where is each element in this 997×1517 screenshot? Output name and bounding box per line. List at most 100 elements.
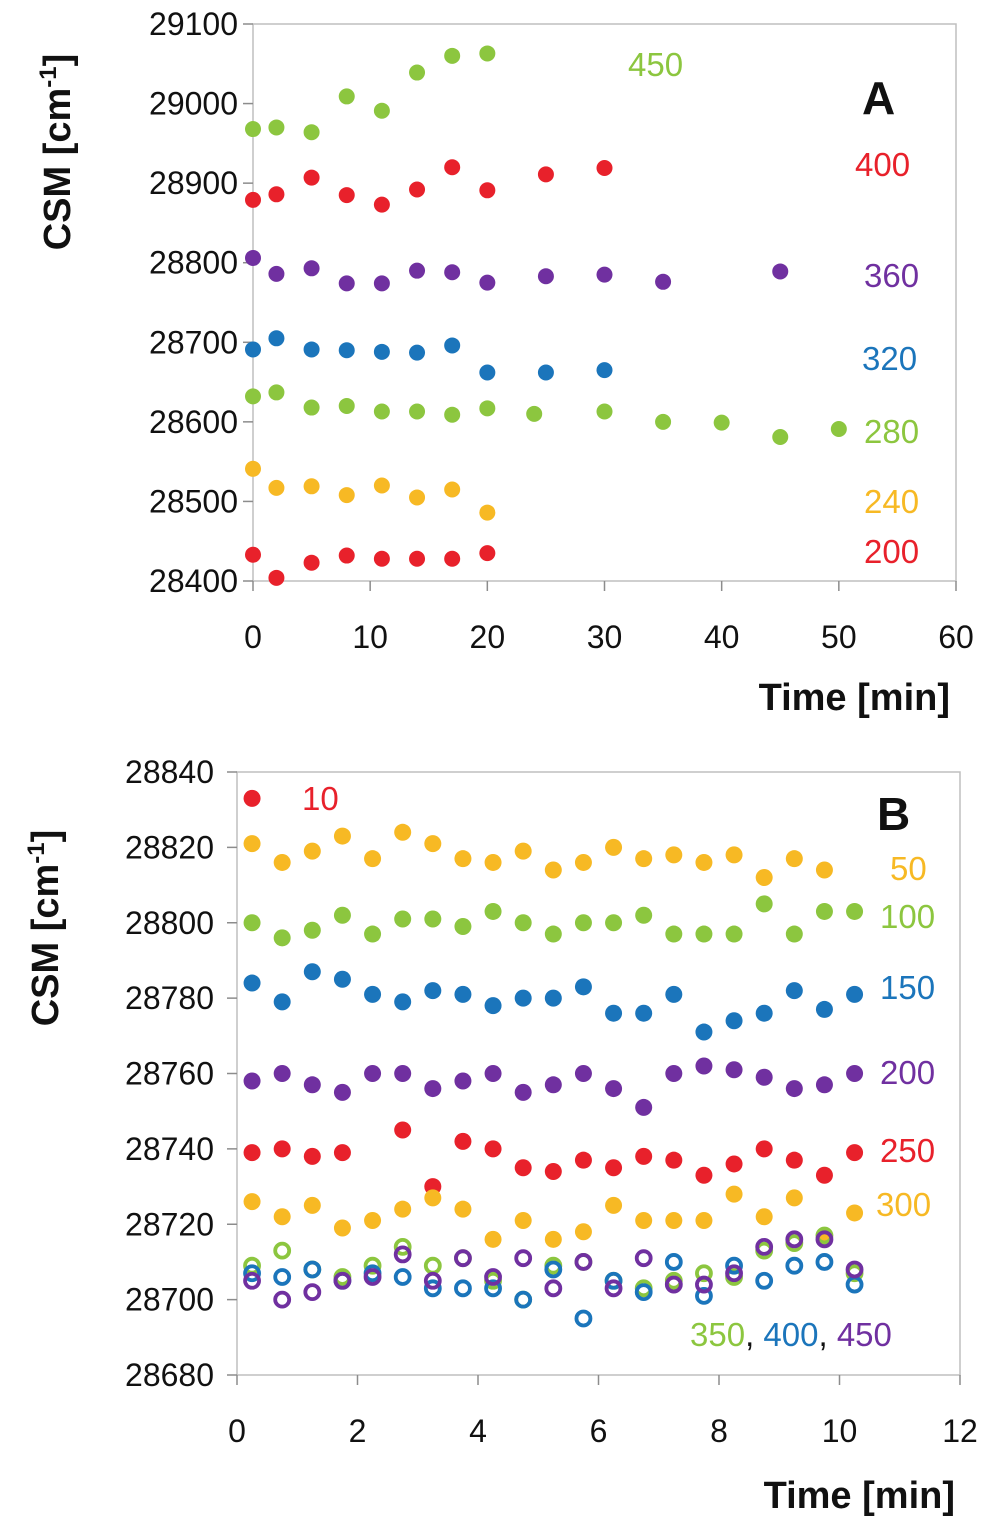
y-tick-label: 28400	[149, 563, 238, 599]
data-point	[596, 266, 613, 283]
data-point	[243, 789, 261, 807]
series-10-filled	[243, 789, 261, 807]
data-point	[373, 343, 390, 360]
data-point	[574, 1151, 592, 1169]
data-point	[268, 384, 285, 401]
data-point	[454, 1279, 472, 1298]
data-point	[338, 275, 355, 292]
data-point	[245, 191, 261, 208]
panel-a-label-280: 280	[864, 413, 919, 450]
data-point	[479, 400, 496, 417]
data-point	[409, 489, 426, 506]
data-point	[479, 504, 496, 521]
data-point	[514, 1249, 533, 1268]
data-point	[695, 925, 713, 943]
data-point	[409, 262, 426, 279]
data-point	[303, 1076, 321, 1094]
data-point	[243, 835, 261, 853]
data-point	[695, 1023, 713, 1041]
y-tick-label: 28600	[149, 404, 238, 440]
data-point	[785, 925, 803, 943]
data-point	[333, 906, 351, 924]
data-point	[785, 850, 803, 868]
data-point	[268, 119, 285, 136]
data-point	[815, 1076, 833, 1094]
x-tick-label: 2	[349, 1413, 367, 1449]
data-point	[273, 929, 291, 947]
data-point	[664, 1253, 683, 1271]
panel-b-chart: 28680 28700 28720 28740 28760 28780 28800 28820…	[23, 754, 978, 1517]
x-tick-label: 8	[710, 1413, 728, 1449]
data-point	[484, 1065, 502, 1082]
series-400-filled	[245, 159, 613, 213]
data-point	[772, 428, 789, 445]
data-point	[846, 985, 864, 1003]
data-point	[537, 268, 554, 285]
y-tick-label: 28680	[125, 1357, 214, 1393]
data-point	[665, 1065, 683, 1082]
data-point	[333, 827, 351, 845]
data-point	[394, 1065, 412, 1082]
data-point	[665, 1151, 683, 1169]
series-200-filled	[243, 1057, 864, 1116]
data-point	[596, 362, 613, 379]
data-point	[363, 1268, 382, 1286]
data-point	[364, 850, 382, 868]
panel-b-label-150: 150	[880, 969, 935, 1006]
data-point	[634, 1283, 653, 1301]
data-point	[604, 1279, 623, 1298]
data-point	[695, 1275, 713, 1294]
data-point	[273, 1241, 292, 1260]
x-tick-label: 4	[469, 1413, 487, 1449]
data-point	[725, 1012, 743, 1030]
data-point	[755, 1068, 773, 1086]
panel-b-y-axis-title-sup: -1	[23, 842, 50, 863]
series-300-filled	[243, 1185, 864, 1248]
data-point	[273, 1208, 291, 1226]
data-point	[243, 1072, 261, 1090]
panel-b-label-400: 400	[763, 1316, 818, 1353]
data-point	[846, 1144, 864, 1162]
data-point	[394, 823, 412, 841]
data-point	[243, 1144, 261, 1162]
data-point	[303, 260, 320, 277]
data-point	[695, 1264, 713, 1283]
data-point	[245, 121, 261, 138]
data-point	[444, 159, 461, 176]
data-point	[695, 853, 713, 871]
data-point	[635, 1211, 653, 1229]
data-point	[484, 997, 502, 1015]
data-point	[664, 1275, 683, 1294]
data-point	[655, 413, 672, 430]
data-point	[605, 1196, 623, 1214]
data-point	[243, 1264, 261, 1283]
panel-b-y-axis-title: CSM [cm-1]	[23, 830, 67, 1027]
data-point	[394, 910, 412, 928]
data-point	[604, 1271, 623, 1290]
series-240-filled	[245, 460, 496, 521]
data-point	[338, 487, 355, 504]
panel-b-x-axis-title: Time [min]	[764, 1475, 955, 1517]
data-point	[268, 186, 285, 203]
data-point	[665, 846, 683, 864]
y-tick-label: 28760	[125, 1056, 214, 1092]
x-tick-label: 40	[704, 619, 740, 655]
data-point	[303, 1147, 321, 1165]
data-point	[846, 1204, 864, 1222]
data-point	[394, 1200, 412, 1218]
panel-a-x-axis-title: Time [min]	[759, 677, 950, 719]
panel-a-chart: 28400 28500 28600 28700 28800 28900 29000 29100…	[35, 6, 974, 719]
data-point	[303, 1260, 322, 1279]
y-tick-label: 28700	[149, 324, 238, 360]
series-450-filled	[245, 45, 496, 141]
panel-b-label-300: 300	[876, 1186, 931, 1223]
data-point	[409, 344, 426, 361]
y-tick-label: 28500	[149, 483, 238, 519]
data-point	[574, 853, 592, 871]
data-point	[479, 182, 496, 199]
data-point	[424, 982, 442, 1000]
data-point	[303, 1196, 321, 1214]
data-point	[695, 1166, 713, 1184]
x-tick-label: 12	[942, 1413, 978, 1449]
data-point	[333, 970, 351, 988]
